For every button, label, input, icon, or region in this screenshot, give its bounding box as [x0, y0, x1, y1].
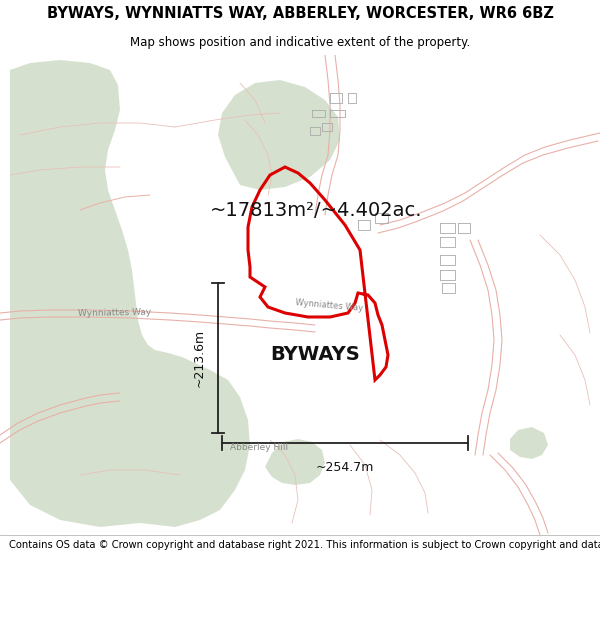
- Text: ~254.7m: ~254.7m: [316, 461, 374, 474]
- Polygon shape: [265, 439, 325, 485]
- Text: Map shows position and indicative extent of the property.: Map shows position and indicative extent…: [130, 36, 470, 49]
- Polygon shape: [510, 427, 548, 459]
- Text: Abberley Hill: Abberley Hill: [230, 442, 288, 451]
- Text: ~213.6m: ~213.6m: [193, 329, 206, 387]
- Text: BYWAYS: BYWAYS: [270, 346, 360, 364]
- Text: Wynniattes Way: Wynniattes Way: [79, 308, 152, 318]
- Polygon shape: [10, 60, 250, 527]
- Text: Contains OS data © Crown copyright and database right 2021. This information is : Contains OS data © Crown copyright and d…: [9, 539, 600, 549]
- Text: ~17813m²/~4.402ac.: ~17813m²/~4.402ac.: [210, 201, 422, 219]
- Polygon shape: [218, 80, 340, 190]
- Text: BYWAYS, WYNNIATTS WAY, ABBERLEY, WORCESTER, WR6 6BZ: BYWAYS, WYNNIATTS WAY, ABBERLEY, WORCEST…: [47, 6, 553, 21]
- Text: Wynniattes Way: Wynniattes Way: [295, 298, 364, 312]
